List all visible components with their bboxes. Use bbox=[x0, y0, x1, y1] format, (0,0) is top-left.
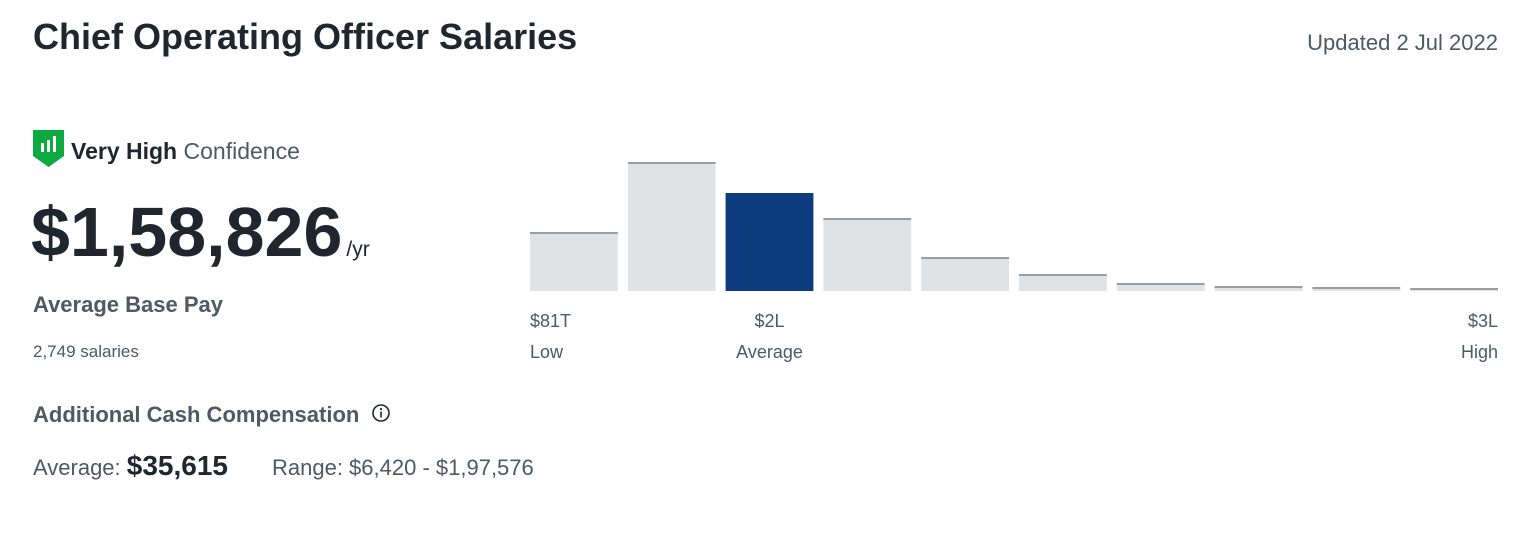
bar bbox=[530, 233, 618, 291]
additional-title: Additional Cash Compensation bbox=[33, 402, 391, 428]
confidence-word: Confidence bbox=[183, 138, 300, 164]
confidence-icon bbox=[33, 130, 64, 167]
bar bbox=[627, 163, 716, 291]
updated-date: Updated 2 Jul 2022 bbox=[1307, 30, 1498, 55]
bin-caption: Low bbox=[530, 342, 564, 362]
bin-label: $3L bbox=[1468, 311, 1498, 331]
bar bbox=[1214, 287, 1303, 291]
additional-title-text: Additional Cash Compensation bbox=[33, 402, 360, 427]
pay-label: Average Base Pay bbox=[33, 292, 223, 317]
bar bbox=[725, 193, 814, 291]
histogram: $81T Low $2L Average $3L High bbox=[530, 162, 1498, 362]
confidence: Very High Confidence bbox=[71, 138, 300, 165]
salary-count: 2,749 salaries bbox=[33, 342, 139, 361]
bar bbox=[921, 258, 1009, 291]
title: Chief Operating Officer Salaries bbox=[33, 16, 578, 57]
base-pay: $1,58,826/yr bbox=[31, 192, 370, 272]
pay-unit: /yr bbox=[346, 238, 370, 261]
bar bbox=[1312, 288, 1401, 291]
bin-label: $81T bbox=[530, 311, 571, 331]
bin-caption: Average bbox=[736, 342, 803, 362]
pay-amount: $1,58,826 bbox=[31, 193, 343, 271]
bin-caption: High bbox=[1461, 342, 1498, 362]
bin-label: $2L bbox=[754, 311, 784, 331]
bar bbox=[823, 219, 912, 291]
bar bbox=[1019, 275, 1107, 291]
range: Range: $6,420 - $1,97,576 bbox=[272, 455, 534, 480]
confidence-level: Very High bbox=[71, 138, 178, 164]
additional-average: Average: $35,615 Range: $6,420 - $1,97,57… bbox=[33, 450, 534, 482]
average-label: Average: bbox=[33, 455, 121, 480]
info-icon[interactable] bbox=[371, 403, 391, 423]
average-value: $35,615 bbox=[126, 450, 228, 481]
bar bbox=[1116, 284, 1205, 291]
